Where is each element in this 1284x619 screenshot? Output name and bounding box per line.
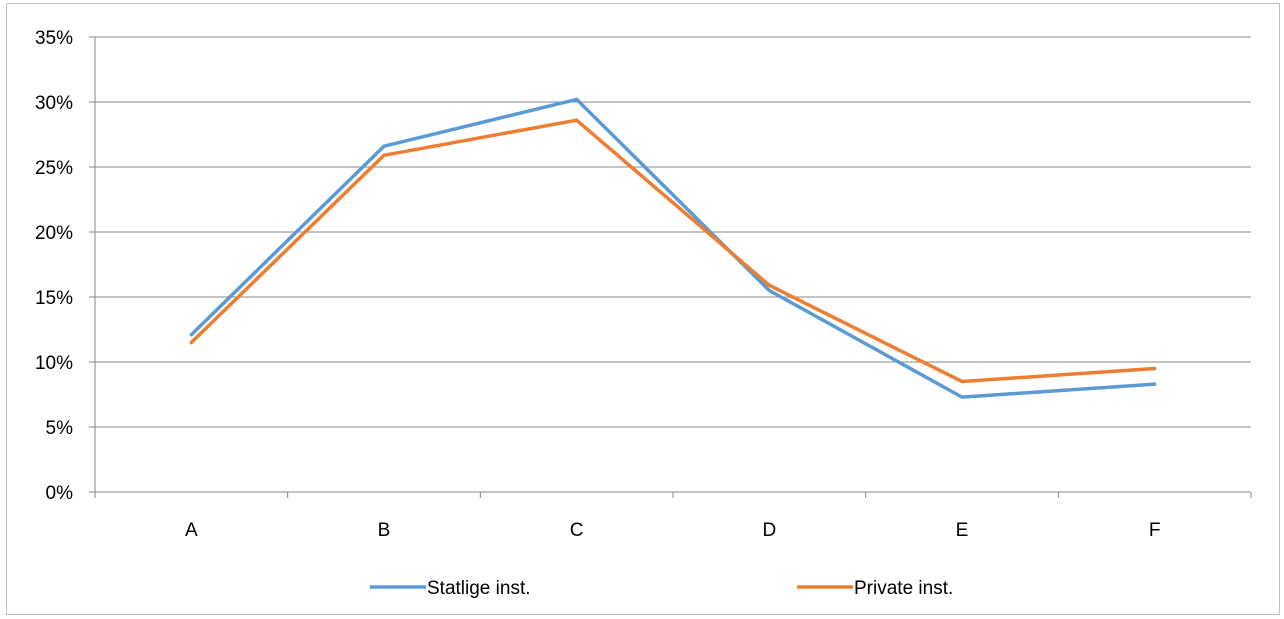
axes: 0% 5% 10% 15% 20% 25% 30% 35% A B C D E F [35, 28, 1252, 541]
x-tick-label: B [378, 520, 391, 541]
y-tick-label: 20% [35, 223, 73, 244]
y-tick-label: 0% [46, 483, 74, 504]
y-tick-label: 30% [35, 93, 73, 114]
legend-label-2: Private inst. [854, 578, 953, 599]
y-tick-label: 25% [35, 158, 73, 179]
y-tick-label: 10% [35, 353, 73, 374]
y-tick-label: 15% [35, 288, 73, 309]
x-tick-label: A [185, 520, 198, 541]
y-tick-label: 35% [35, 28, 73, 49]
x-tick-label: E [956, 520, 969, 541]
legend-label-1: Statlige inst. [427, 578, 531, 599]
legend: Statlige inst. Private inst. [370, 578, 953, 599]
x-tick-label: D [762, 520, 776, 541]
series-line-1 [189, 97, 1157, 399]
series-line-2 [189, 118, 1157, 384]
x-tick-label: C [570, 520, 584, 541]
x-tick-label: F [1149, 520, 1161, 541]
series-lines [189, 97, 1157, 399]
gridlines [95, 36, 1251, 428]
y-tick-label: 5% [46, 418, 74, 439]
